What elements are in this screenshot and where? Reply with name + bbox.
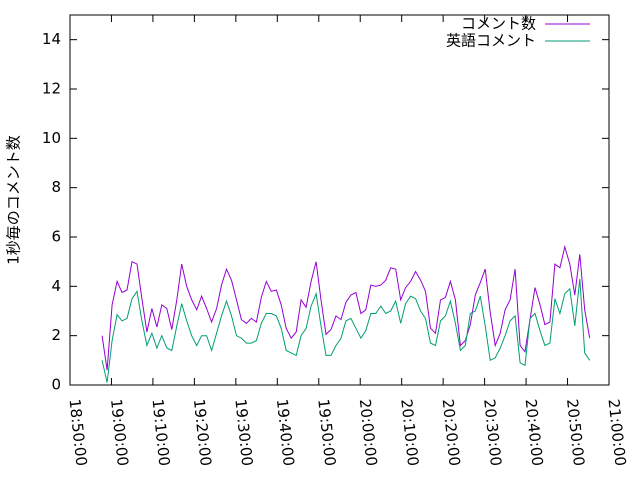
x-tick-label: 20:20:00	[439, 398, 464, 467]
y-tick-label: 6	[51, 228, 61, 246]
x-tick-label: 19:40:00	[273, 398, 298, 467]
y-tick-label: 12	[42, 80, 61, 98]
legend-label: コメント数	[461, 15, 536, 33]
data-line	[101, 244, 591, 371]
x-tick-label: 20:10:00	[397, 398, 422, 467]
x-tick-label: 19:50:00	[314, 398, 339, 467]
x-tick-label: 20:00:00	[356, 398, 381, 467]
y-axis-label: 1秒毎のコメント数	[5, 135, 23, 265]
x-tick-label: 18:50:00	[66, 398, 91, 467]
y-tick-label: 8	[51, 178, 61, 196]
plot-frame	[69, 14, 610, 386]
y-tick-label: 14	[42, 30, 61, 48]
x-tick-label: 20:50:00	[563, 398, 588, 467]
x-tick-label: 20:30:00	[480, 398, 505, 467]
x-tick-label: 19:00:00	[107, 398, 132, 467]
data-line	[101, 278, 591, 383]
x-tick-label: 19:30:00	[231, 398, 256, 467]
x-tick-label: 21:00:00	[605, 398, 630, 467]
y-tick-label: 4	[51, 277, 61, 295]
x-tick-label: 19:10:00	[148, 398, 173, 467]
y-tick-label: 2	[51, 326, 61, 344]
x-tick-label: 20:40:00	[522, 398, 547, 467]
y-tick-label: 0	[51, 376, 61, 394]
x-tick-label: 19:20:00	[190, 398, 215, 467]
legend-label: 英語コメント	[446, 32, 536, 50]
y-tick-label: 10	[42, 129, 61, 147]
